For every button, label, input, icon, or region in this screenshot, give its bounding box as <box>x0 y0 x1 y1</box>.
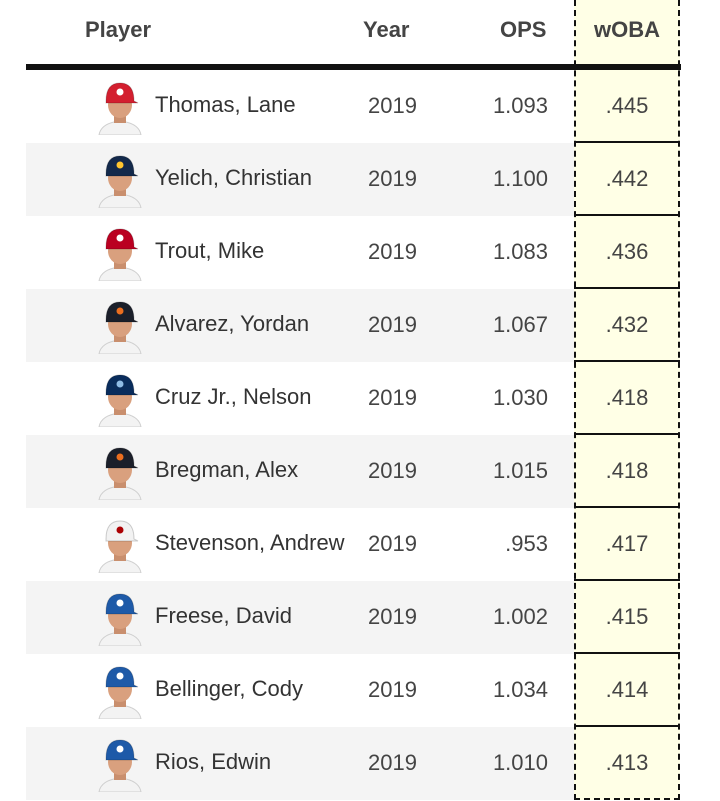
leaderboard-table: Player Year OPS Thomas, Lane 2019 1.093 Yel… <box>26 0 681 800</box>
table-row[interactable]: Freese, David 2019 1.002 <box>26 581 681 654</box>
woba-cell: .445 <box>574 70 680 143</box>
player-name-link[interactable]: Bregman, Alex <box>155 457 299 482</box>
ops-cell: .953 <box>505 531 548 556</box>
player-name-link[interactable]: Cruz Jr., Nelson <box>155 384 312 409</box>
year-cell: 2019 <box>368 239 417 264</box>
table-body: Thomas, Lane 2019 1.093 Yelich, Christian 20… <box>26 70 681 800</box>
column-header-player[interactable]: Player <box>85 17 152 42</box>
player-headshot-icon[interactable] <box>97 225 143 281</box>
column-header-ops[interactable]: OPS <box>500 17 547 42</box>
table-row[interactable]: Alvarez, Yordan 2019 1.067 <box>26 289 681 362</box>
player-headshot-icon[interactable] <box>97 79 143 135</box>
ops-cell: 1.067 <box>492 312 548 337</box>
woba-cell: .418 <box>574 362 680 435</box>
player-headshot-icon[interactable] <box>97 298 143 354</box>
player-headshot-icon[interactable] <box>97 444 143 500</box>
column-header-woba[interactable]: wOBA <box>594 17 660 42</box>
table-row[interactable]: Thomas, Lane 2019 1.093 <box>26 70 681 143</box>
table-header: Player Year OPS <box>26 0 681 64</box>
player-headshot-icon[interactable] <box>97 736 143 792</box>
year-cell: 2019 <box>368 531 417 556</box>
table-row[interactable]: Bellinger, Cody 2019 1.034 <box>26 654 681 727</box>
year-cell: 2019 <box>368 166 417 191</box>
ops-cell: 1.093 <box>492 93 548 118</box>
table-row[interactable]: Stevenson, Andrew 2019 .953 <box>26 508 681 581</box>
player-headshot-icon[interactable] <box>97 590 143 646</box>
ops-cell: 1.034 <box>492 677 548 702</box>
year-cell: 2019 <box>368 458 417 483</box>
player-name-link[interactable]: Trout, Mike <box>155 238 265 263</box>
ops-cell: 1.002 <box>492 604 548 629</box>
player-headshot-icon[interactable] <box>97 371 143 427</box>
woba-cell: .418 <box>574 435 680 508</box>
column-header-year[interactable]: Year <box>363 17 410 42</box>
player-name-link[interactable]: Thomas, Lane <box>155 92 296 117</box>
woba-cell: .442 <box>574 143 680 216</box>
player-name-link[interactable]: Alvarez, Yordan <box>155 311 310 336</box>
player-name-link[interactable]: Rios, Edwin <box>155 749 272 774</box>
year-cell: 2019 <box>368 93 417 118</box>
table-row[interactable]: Cruz Jr., Nelson 2019 1.030 <box>26 362 681 435</box>
table-row[interactable]: Trout, Mike 2019 1.083 <box>26 216 681 289</box>
ops-cell: 1.010 <box>492 750 548 775</box>
year-cell: 2019 <box>368 385 417 410</box>
player-headshot-icon[interactable] <box>97 152 143 208</box>
header-divider <box>26 64 681 70</box>
year-cell: 2019 <box>368 312 417 337</box>
woba-highlight-column <box>574 0 680 800</box>
woba-cells: .445.442.436.432.418.418.417.415.414.413 <box>574 70 680 800</box>
year-cell: 2019 <box>368 677 417 702</box>
ops-cell: 1.100 <box>492 166 548 191</box>
player-name-link[interactable]: Yelich, Christian <box>155 165 312 190</box>
woba-cell: .414 <box>574 654 680 727</box>
player-name-link[interactable]: Freese, David <box>155 603 292 628</box>
woba-cell: .417 <box>574 508 680 581</box>
woba-cell: .415 <box>574 581 680 654</box>
year-cell: 2019 <box>368 604 417 629</box>
player-name-link[interactable]: Bellinger, Cody <box>155 676 303 701</box>
ops-cell: 1.015 <box>492 458 548 483</box>
year-cell: 2019 <box>368 750 417 775</box>
player-name-link[interactable]: Stevenson, Andrew <box>155 530 345 555</box>
table-row[interactable]: Rios, Edwin 2019 1.010 <box>26 727 681 800</box>
player-headshot-icon[interactable] <box>97 663 143 719</box>
table-row[interactable]: Yelich, Christian 2019 1.100 <box>26 143 681 216</box>
player-headshot-icon[interactable] <box>97 517 143 573</box>
ops-cell: 1.030 <box>492 385 548 410</box>
woba-cell: .436 <box>574 216 680 289</box>
woba-cell: .413 <box>605 750 649 775</box>
table-row[interactable]: Bregman, Alex 2019 1.015 <box>26 435 681 508</box>
ops-cell: 1.083 <box>492 239 548 264</box>
woba-cell: .432 <box>574 289 680 362</box>
